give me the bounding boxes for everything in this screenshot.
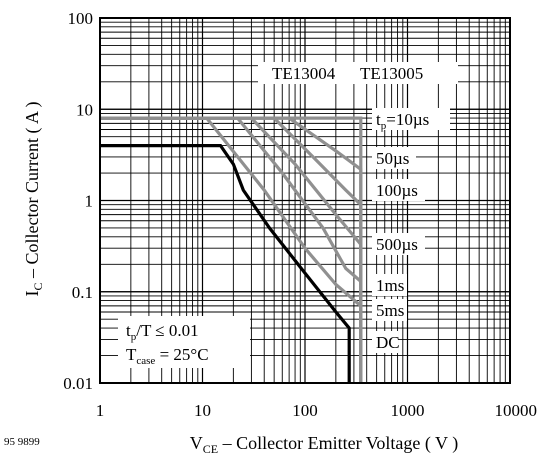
curve-label-bg: [372, 233, 425, 255]
series-line: [100, 144, 351, 383]
curve-label-bg: [372, 108, 450, 130]
y-tick-label: 1: [85, 192, 94, 211]
annotation-box: [118, 316, 250, 368]
curve-label-bg: [372, 331, 398, 353]
x-tick-label: 10000: [495, 401, 538, 420]
y-tick-label: 0.01: [63, 374, 93, 393]
x-tick-labels: 1 10 100 1000 10000: [96, 401, 537, 420]
figure-code: 95 9899: [4, 436, 40, 448]
curve-label-bg: [372, 274, 407, 296]
curve-label: DC: [376, 333, 400, 352]
y-axis-title: IC – Collector Current ( A ): [22, 102, 45, 297]
curve-label-bg: [372, 147, 416, 169]
x-tick-label: 1: [96, 401, 105, 420]
curve-label: 5ms: [376, 301, 404, 320]
x-tick-label: 100: [292, 401, 318, 420]
device-label-te13004: TE13004: [272, 64, 336, 83]
series-line: [100, 116, 363, 383]
device-label-te13005: TE13005: [360, 64, 423, 83]
annotation-case-temperature: Tcase = 25°C: [126, 345, 209, 367]
device-label-bg: [258, 62, 458, 84]
plot-frame: [99, 17, 511, 384]
x-axis-title: VCE – Collector Emitter Voltage ( V ): [190, 433, 458, 456]
y-tick-label: 0.1: [72, 283, 93, 302]
curve-label: 100µs: [376, 181, 418, 200]
x-tick-label: 10: [194, 401, 211, 420]
curve-label-bg: [372, 179, 425, 201]
y-tick-label: 10: [76, 100, 93, 119]
curve-labels: tp=10µs 50µs 100µs 500µs 1ms 5ms DC: [372, 108, 450, 353]
annotation-duty-cycle: tp/T ≤ 0.01: [126, 321, 199, 343]
curve-label: 1ms: [376, 276, 404, 295]
x-tick-label: 1000: [391, 401, 425, 420]
y-tick-labels: 100 10 1 0.1 0.01: [63, 9, 93, 393]
y-tick-label: 100: [68, 9, 94, 28]
curve-label-bg: [372, 299, 407, 321]
curve-label: 50µs: [376, 149, 409, 168]
curve-label: tp=10µs: [376, 110, 429, 132]
curves: [100, 116, 363, 383]
curve-label: 500µs: [376, 235, 418, 254]
